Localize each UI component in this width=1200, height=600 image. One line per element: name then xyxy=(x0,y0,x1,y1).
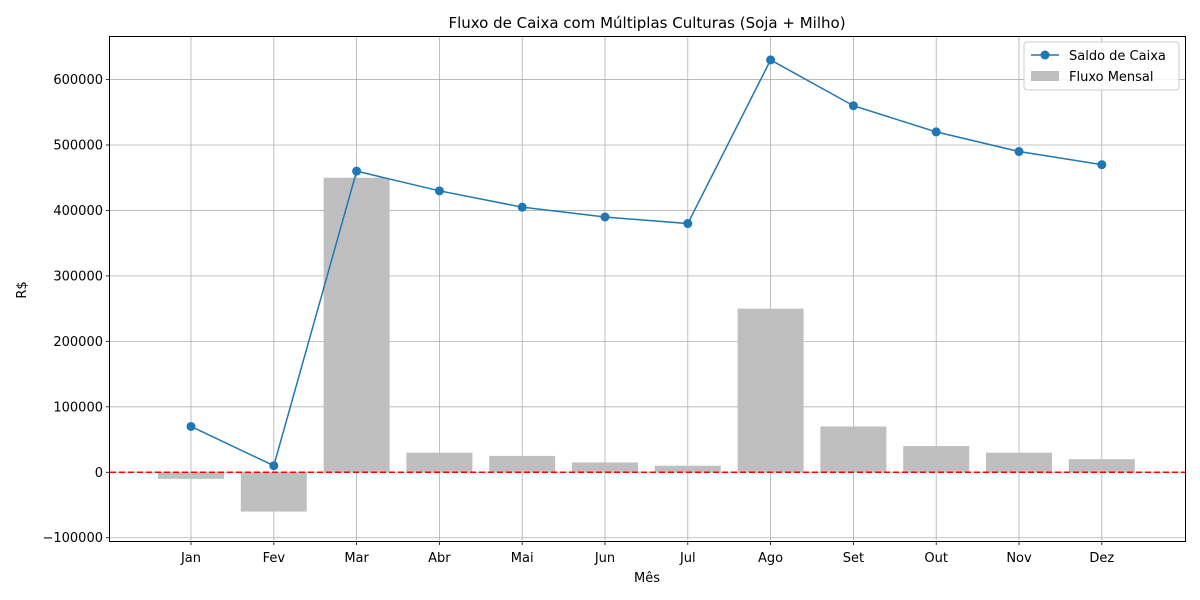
bar-fluxo-mensal xyxy=(654,465,721,473)
x-tick-label: Out xyxy=(924,551,948,566)
bar-fluxo-mensal xyxy=(903,446,970,473)
bar-fluxo-mensal xyxy=(240,472,307,512)
point-saldo-de-caixa xyxy=(1014,147,1024,157)
point-saldo-de-caixa xyxy=(848,101,858,111)
point-saldo-de-caixa xyxy=(1097,160,1107,170)
point-saldo-de-caixa xyxy=(186,421,196,431)
x-tick-label: Ago xyxy=(758,551,783,566)
y-tick-label: 100000 xyxy=(53,400,103,415)
x-tick-label: Jun xyxy=(594,551,615,566)
x-tick-label: Jan xyxy=(180,551,201,566)
point-saldo-de-caixa xyxy=(931,127,941,137)
line-saldo-de-caixa xyxy=(190,58,1102,467)
bar-fluxo-mensal xyxy=(489,455,556,473)
y-tick-label: 200000 xyxy=(53,335,103,350)
point-saldo-de-caixa xyxy=(434,186,444,196)
point-saldo-de-caixa xyxy=(683,219,693,229)
y-tick-label: 400000 xyxy=(53,204,103,219)
x-tick-label: Set xyxy=(843,551,864,566)
bar-fluxo-mensal xyxy=(406,452,473,473)
line-layer xyxy=(186,55,1107,471)
y-axis: −100000 0 100000 200000 300000 400000 500000 60… xyxy=(42,73,110,546)
plot-frame xyxy=(109,36,1186,542)
bar-fluxo-mensal xyxy=(820,426,887,473)
x-tick-label: Jul xyxy=(679,551,696,566)
x-axis: Jan Fev Mar Abr Mai Jun Jul Ago Set Out Nov Dez xyxy=(180,541,1114,566)
bar-fluxo-mensal xyxy=(1068,459,1135,473)
y-axis-label: R$ xyxy=(15,281,30,298)
bar-fluxo-mensal xyxy=(737,308,804,473)
y-tick-label: 600000 xyxy=(53,73,103,88)
bar-fluxo-mensal xyxy=(158,472,224,479)
x-tick-label: Mai xyxy=(511,551,534,566)
point-saldo-de-caixa xyxy=(600,212,610,222)
bar-fluxo-mensal xyxy=(572,462,638,473)
legend-line-marker xyxy=(1040,50,1050,60)
y-tick-label: −100000 xyxy=(42,531,103,546)
x-tick-label: Nov xyxy=(1006,551,1032,566)
legend-label-saldo: Saldo de Caixa xyxy=(1069,49,1166,64)
y-tick-label: 300000 xyxy=(53,269,103,284)
point-saldo-de-caixa xyxy=(517,202,527,212)
legend-box xyxy=(1023,41,1180,91)
x-tick-label: Dez xyxy=(1089,551,1114,566)
bar-layer xyxy=(158,177,1135,512)
legend-bar-swatch xyxy=(1031,71,1059,81)
bar-fluxo-mensal xyxy=(323,177,390,473)
point-saldo-de-caixa xyxy=(766,55,776,65)
x-tick-label: Fev xyxy=(263,551,286,566)
x-tick-label: Mar xyxy=(344,551,369,566)
legend: Saldo de Caixa Fluxo Mensal xyxy=(1023,41,1180,91)
x-axis-label: Mês xyxy=(634,571,660,586)
y-tick-label: 0 xyxy=(95,466,103,481)
point-saldo-de-caixa xyxy=(269,461,279,471)
point-saldo-de-caixa xyxy=(352,166,362,176)
x-tick-label: Abr xyxy=(428,551,451,566)
y-tick-label: 500000 xyxy=(53,139,103,154)
bar-fluxo-mensal xyxy=(986,452,1052,473)
chart-title: Fluxo de Caixa com Múltiplas Culturas (S… xyxy=(448,14,845,32)
legend-label-fluxo: Fluxo Mensal xyxy=(1069,70,1154,85)
